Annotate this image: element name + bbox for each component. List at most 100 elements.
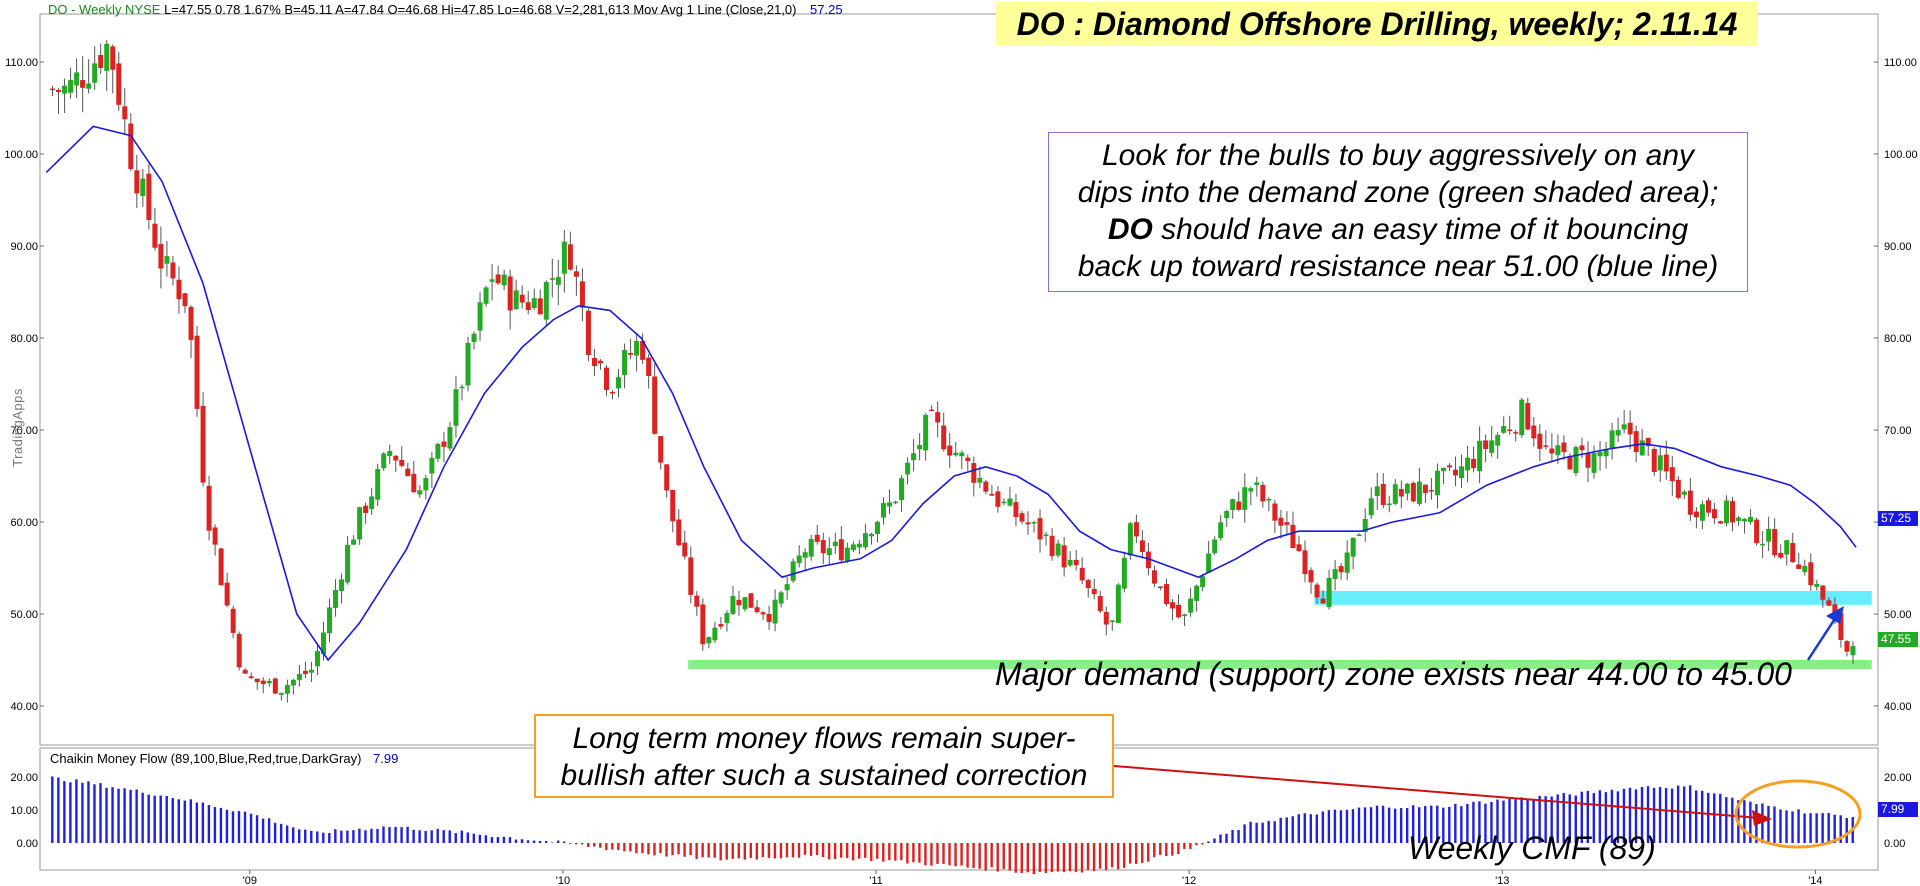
cmf-bar xyxy=(1068,843,1072,872)
candle-body xyxy=(1392,484,1398,504)
candle-body xyxy=(1350,537,1356,557)
y-tick-label-right: 110.00 xyxy=(1884,57,1917,69)
candle-body xyxy=(1730,501,1736,523)
cmf-bar xyxy=(605,843,608,851)
candle-body xyxy=(1398,489,1404,497)
cmf-bar xyxy=(568,843,572,844)
candle-body xyxy=(802,552,808,558)
cmf-bar xyxy=(1405,807,1409,843)
candle-body xyxy=(375,468,381,500)
cmf-bar xyxy=(1520,797,1523,843)
candle-body xyxy=(1079,567,1085,581)
cmf-bar xyxy=(352,830,355,843)
note-line-3: DO should have an easy time of it bounci… xyxy=(1057,211,1739,248)
bounce-arrow-head xyxy=(1826,606,1844,624)
candle-body xyxy=(579,281,585,308)
cmf-bar xyxy=(484,835,488,843)
cmf-bar xyxy=(376,828,379,843)
cmf-bar xyxy=(972,843,975,868)
cmf-bar xyxy=(1243,824,1246,843)
candle-body xyxy=(1218,522,1224,539)
y-tick-label-left: 40.00 xyxy=(10,701,38,713)
cmf-bar xyxy=(111,787,114,843)
cmf-bar xyxy=(827,843,831,860)
cmf-bar xyxy=(894,843,897,861)
y-tick-label-right: 100.00 xyxy=(1884,149,1918,161)
candle-body xyxy=(1151,570,1157,584)
candle-body xyxy=(537,298,543,315)
cmf-bar xyxy=(839,843,843,858)
cmf-bar xyxy=(1418,807,1421,843)
candle-body xyxy=(158,244,164,269)
candle-body xyxy=(1844,641,1850,652)
cmf-bar xyxy=(773,843,777,859)
cmf-bar xyxy=(1369,807,1373,843)
candle-body xyxy=(501,274,507,286)
cmf-bar xyxy=(400,827,403,843)
cmf-bar xyxy=(1056,843,1060,872)
candle-body xyxy=(887,502,893,507)
cmf-bar xyxy=(966,843,969,868)
candle-body xyxy=(411,473,417,493)
cmf-bar xyxy=(1207,841,1210,843)
cmf-bar xyxy=(1110,843,1114,868)
candle-body xyxy=(941,425,947,450)
cmf-bar xyxy=(189,799,193,843)
candle-body xyxy=(1049,535,1055,557)
candle-body xyxy=(1663,454,1669,472)
cmf-bar xyxy=(803,843,807,855)
candle-body xyxy=(320,632,326,655)
candle-body xyxy=(1850,646,1856,656)
candle-body xyxy=(1501,426,1507,433)
cmf-bar xyxy=(1171,843,1174,856)
cmf-bar xyxy=(1472,801,1475,843)
candle-body xyxy=(417,490,423,495)
candle-body xyxy=(447,427,453,449)
candle-body xyxy=(923,414,929,451)
candle-body xyxy=(1736,517,1742,521)
cmf-bar xyxy=(1719,793,1722,843)
cmf-bar xyxy=(249,813,253,843)
candle-body xyxy=(465,342,471,386)
candle-body xyxy=(760,612,766,615)
candle-body xyxy=(1374,486,1380,496)
cmf-bar xyxy=(593,843,596,847)
cmf-bar xyxy=(478,834,482,843)
cmf-bar xyxy=(334,829,337,843)
candle-body xyxy=(1459,466,1465,479)
candle-body xyxy=(218,548,224,586)
candle-body xyxy=(381,453,387,469)
cmf-bar xyxy=(1622,788,1626,843)
cmf-bar xyxy=(316,831,319,843)
candle-body xyxy=(1723,500,1729,524)
cmf-bar xyxy=(599,843,602,848)
candle-body xyxy=(254,678,260,683)
cmf-bar xyxy=(1815,813,1818,843)
candle-body xyxy=(1067,559,1073,566)
cmf-bar xyxy=(1731,797,1734,843)
candle-body xyxy=(820,540,826,554)
candle-body xyxy=(995,491,1001,507)
candle-body xyxy=(1019,513,1025,522)
candle-body xyxy=(1838,612,1844,640)
candle-body xyxy=(1031,522,1037,524)
cmf-bar xyxy=(424,830,427,843)
cmf-bar xyxy=(171,798,174,843)
candle-body xyxy=(345,544,351,583)
cmf-bar xyxy=(1080,843,1084,873)
candle-body xyxy=(784,584,790,591)
cmf-bar xyxy=(1201,843,1204,845)
candle-body xyxy=(718,624,724,627)
candle-body xyxy=(471,333,477,342)
money-note-line-2: bullish after such a sustained correctio… xyxy=(560,759,1088,792)
candle-body xyxy=(1272,503,1278,521)
cmf-bar xyxy=(279,823,283,843)
candle-body xyxy=(206,485,212,531)
candle-body xyxy=(1416,481,1422,504)
candle-body xyxy=(754,607,760,613)
candle-body xyxy=(200,405,206,483)
candle-body xyxy=(1428,490,1434,492)
candle-body xyxy=(260,680,266,685)
candle-body xyxy=(248,676,254,679)
candle-body xyxy=(110,46,116,70)
